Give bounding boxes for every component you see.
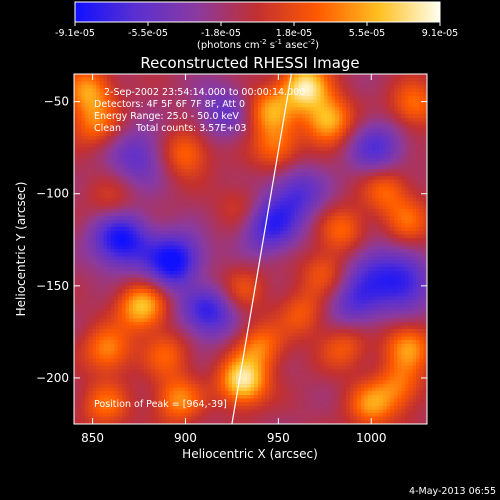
peak-position-label: Position of Peak = [964,-39]: [94, 399, 227, 410]
colorbar-tick-label: 9.1e-05: [422, 28, 458, 39]
colorbar-ticks: -9.1e-05 -5.5e-05 -1.8e-05 1.8e-05 5.5e-05 9.…: [55, 22, 458, 39]
x-axis-label: Heliocentric X (arcsec): [182, 447, 318, 461]
y-tick-label: −100: [36, 187, 69, 201]
x-tick-label: 950: [267, 431, 290, 445]
annotation-total-counts: Clean Total counts: 3.57E+03: [94, 123, 246, 134]
colorbar-unit-label: (photons cm-2 s-1 asec-2): [197, 38, 319, 51]
x-tick-label: 850: [81, 431, 104, 445]
colorbar-tick-label: 5.5e-05: [349, 28, 385, 39]
colorbar-tick-label: -1.8e-05: [201, 28, 241, 39]
annotation-detectors: Detectors: 4F 5F 6F 7F 8F, Att 0: [94, 99, 245, 110]
plot-frame: [73, 73, 428, 425]
colorbar: [74, 1, 441, 23]
heatmap-image: [74, 74, 427, 424]
annotation-energy-range: Energy Range: 25.0 - 50.0 keV: [94, 111, 239, 122]
x-tick-label: 900: [174, 431, 197, 445]
footer-date: 4-May-2013 06:55: [409, 486, 496, 497]
annotation-block: 2-Sep-2002 23:54:14.000 to 00:00:14.000 …: [94, 87, 305, 134]
colorbar-tick-label: -5.5e-05: [128, 28, 168, 39]
colorbar-tick-label: 1.8e-05: [276, 28, 312, 39]
x-axis: 850 900 950 1000: [81, 74, 387, 445]
y-tick-label: −200: [36, 371, 69, 385]
y-axis-label: Heliocentric Y (arcsec): [14, 182, 28, 317]
chart-title: Reconstructed RHESSI Image: [140, 54, 359, 72]
annotation-time-range: 2-Sep-2002 23:54:14.000 to 00:00:14.000: [104, 87, 305, 98]
y-axis: −50 −100 −150 −200: [36, 95, 427, 385]
solar-limb-line: [231, 74, 292, 424]
colorbar-tick-label: -9.1e-05: [55, 28, 95, 39]
y-tick-label: −150: [36, 279, 69, 293]
y-tick-label: −50: [44, 95, 69, 109]
x-tick-label: 1000: [356, 431, 387, 445]
